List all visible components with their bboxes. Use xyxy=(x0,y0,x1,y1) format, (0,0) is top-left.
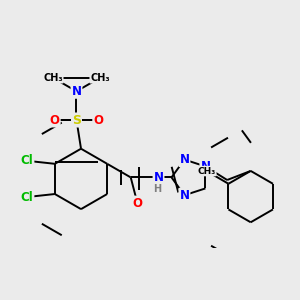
Text: N: N xyxy=(154,171,164,184)
Text: N: N xyxy=(71,85,82,98)
Text: H: H xyxy=(153,184,161,194)
Text: S: S xyxy=(72,113,81,127)
Text: CH₃: CH₃ xyxy=(198,167,216,176)
Text: Cl: Cl xyxy=(21,154,33,167)
Text: N: N xyxy=(179,189,190,202)
Text: CH₃: CH₃ xyxy=(43,73,63,83)
Text: N: N xyxy=(200,160,210,173)
Text: CH₃: CH₃ xyxy=(90,73,110,83)
Text: O: O xyxy=(50,113,60,127)
Text: O: O xyxy=(93,113,103,127)
Text: Cl: Cl xyxy=(21,190,33,203)
Text: N: N xyxy=(179,153,190,166)
Text: O: O xyxy=(132,196,142,210)
